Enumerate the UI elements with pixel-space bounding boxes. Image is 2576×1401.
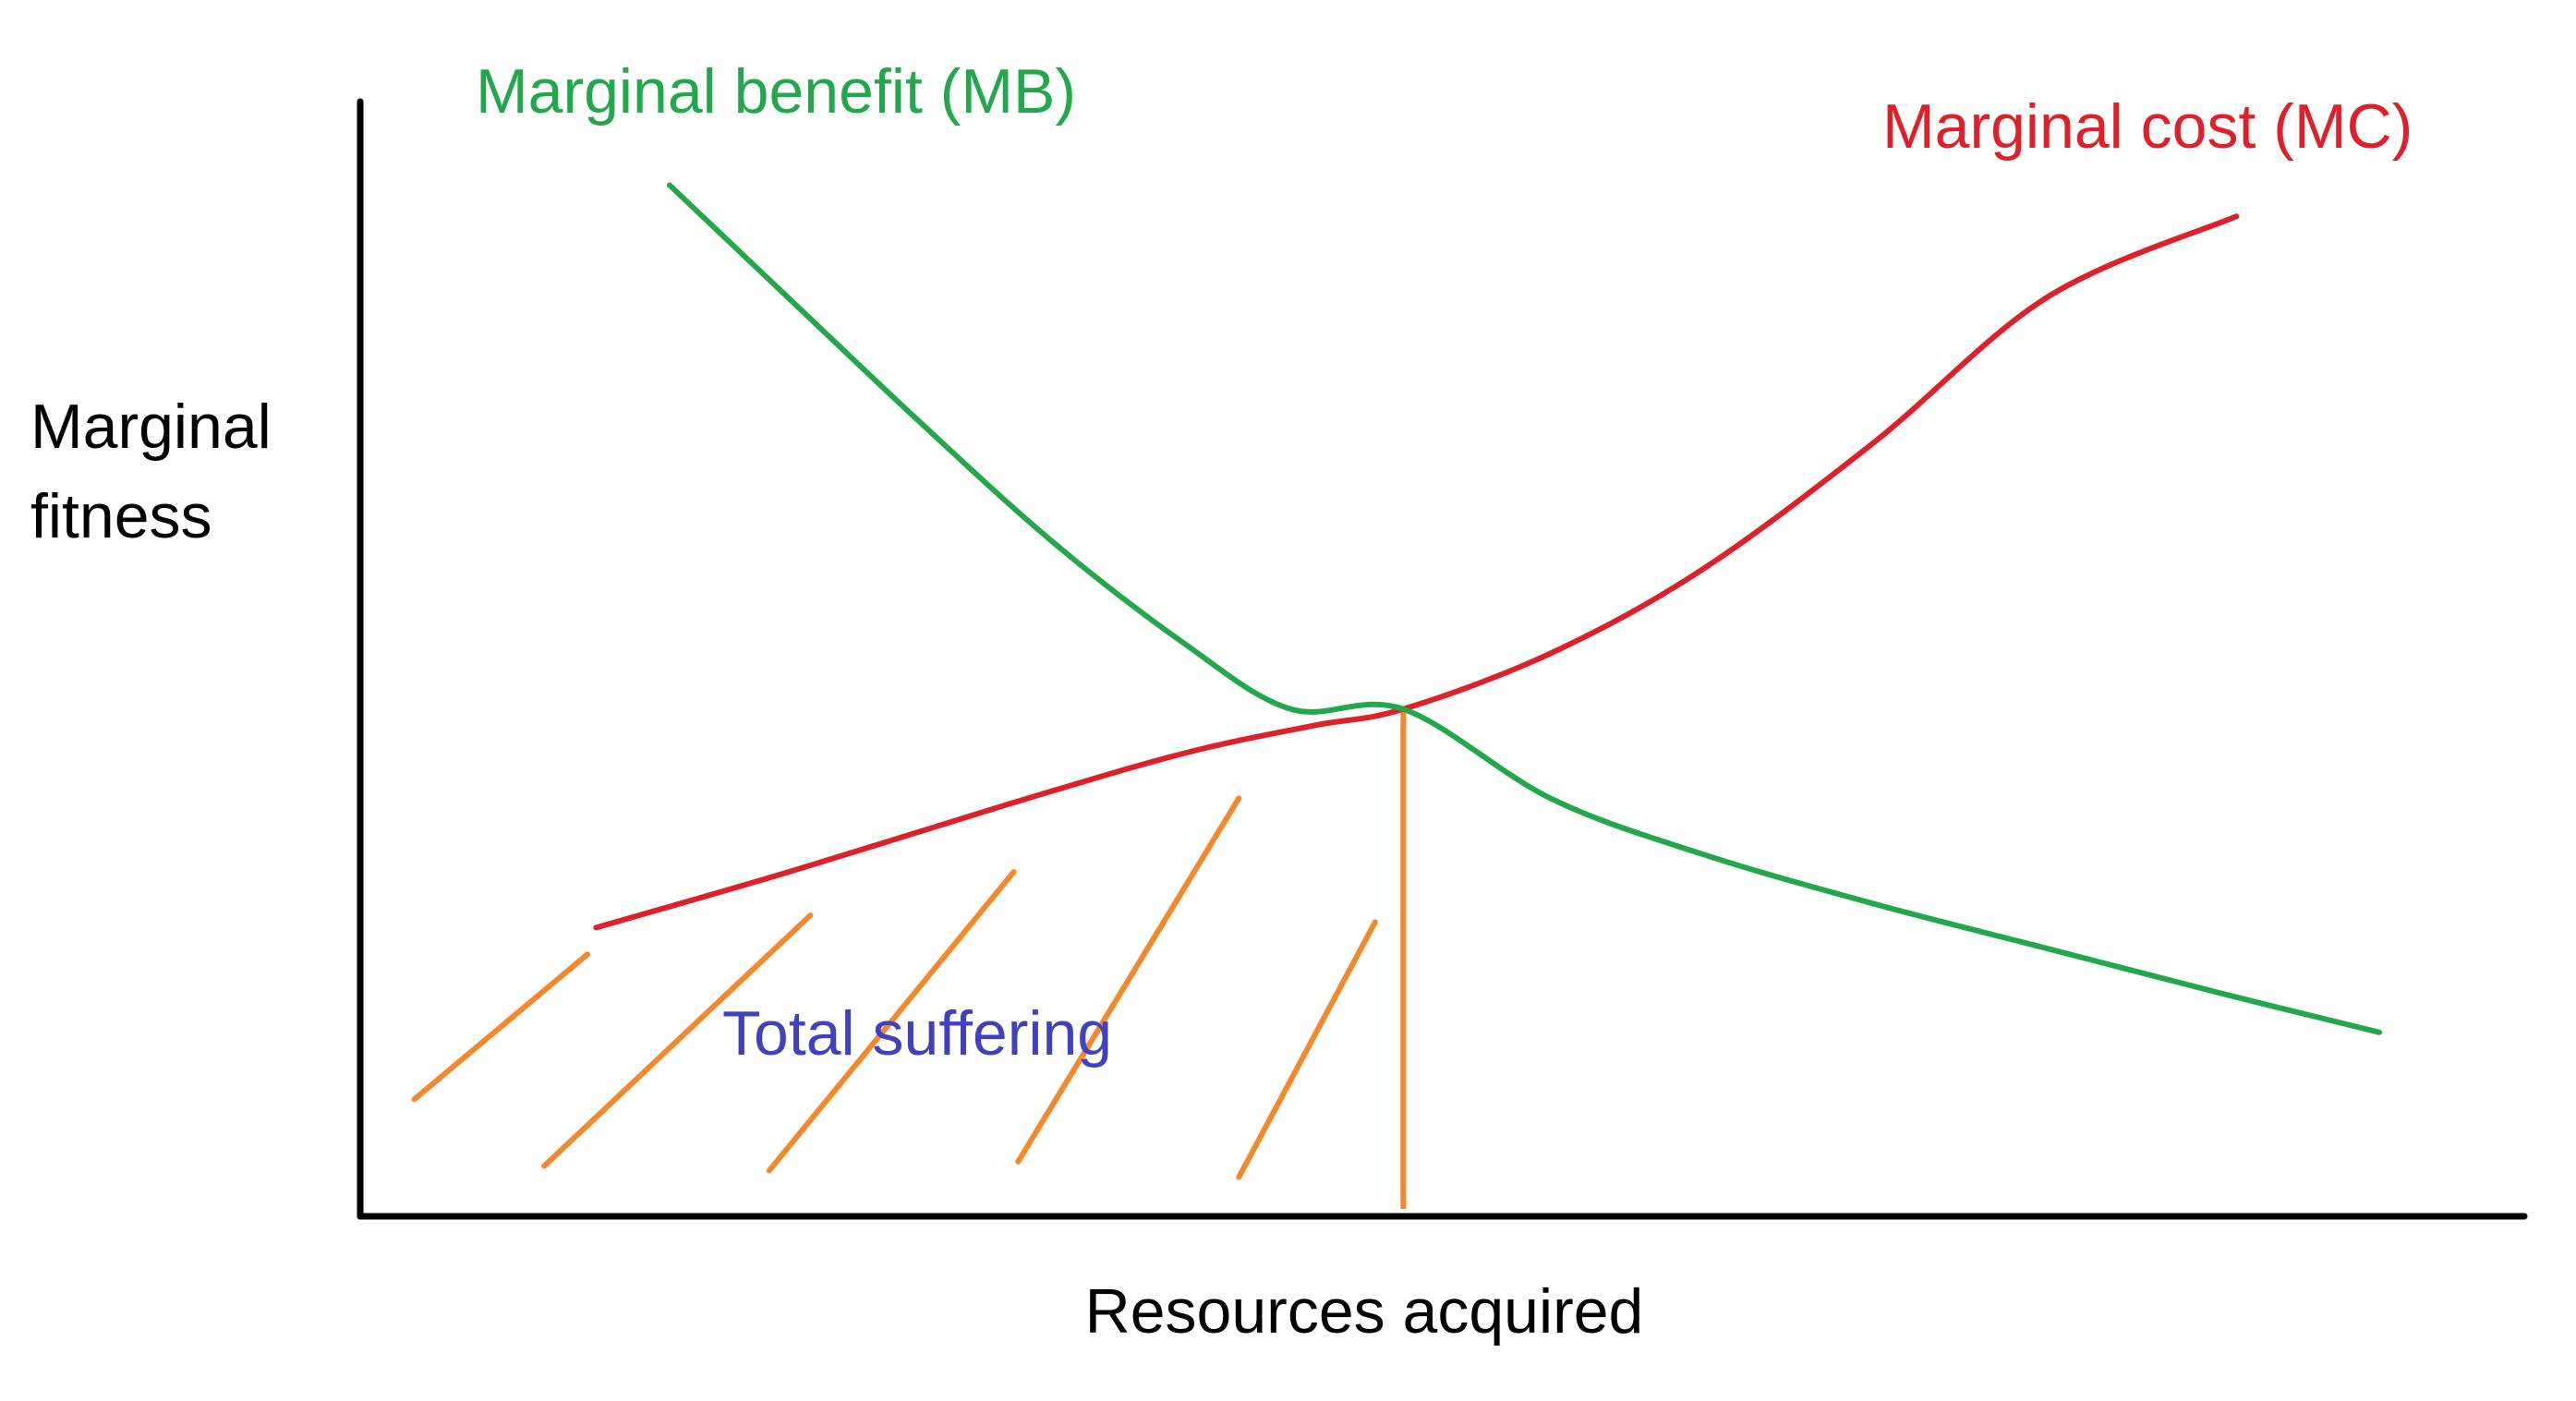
y-axis-label-line-2: fitness bbox=[30, 481, 212, 551]
series-mb-line bbox=[667, 182, 2382, 1035]
x-axis-label: Resources acquired bbox=[1085, 1276, 1644, 1347]
hatch-line-1 bbox=[411, 951, 591, 1103]
y-axis-label: Marginal fitness bbox=[30, 392, 289, 551]
hatch-line-4 bbox=[1015, 795, 1242, 1165]
y-axis-label-line-1: Marginal bbox=[30, 392, 272, 462]
series-mc-label: Marginal cost (MC) bbox=[1882, 91, 2413, 162]
total-suffering-label: Total suffering bbox=[722, 998, 1112, 1069]
total-suffering-hatching bbox=[411, 795, 1378, 1180]
hatch-line-2 bbox=[541, 912, 814, 1169]
hatch-line-3 bbox=[766, 869, 1017, 1174]
series-mb-label: Marginal benefit (MB) bbox=[476, 56, 1076, 127]
series-mc-line bbox=[593, 213, 2240, 931]
hatch-line-5 bbox=[1236, 919, 1378, 1180]
